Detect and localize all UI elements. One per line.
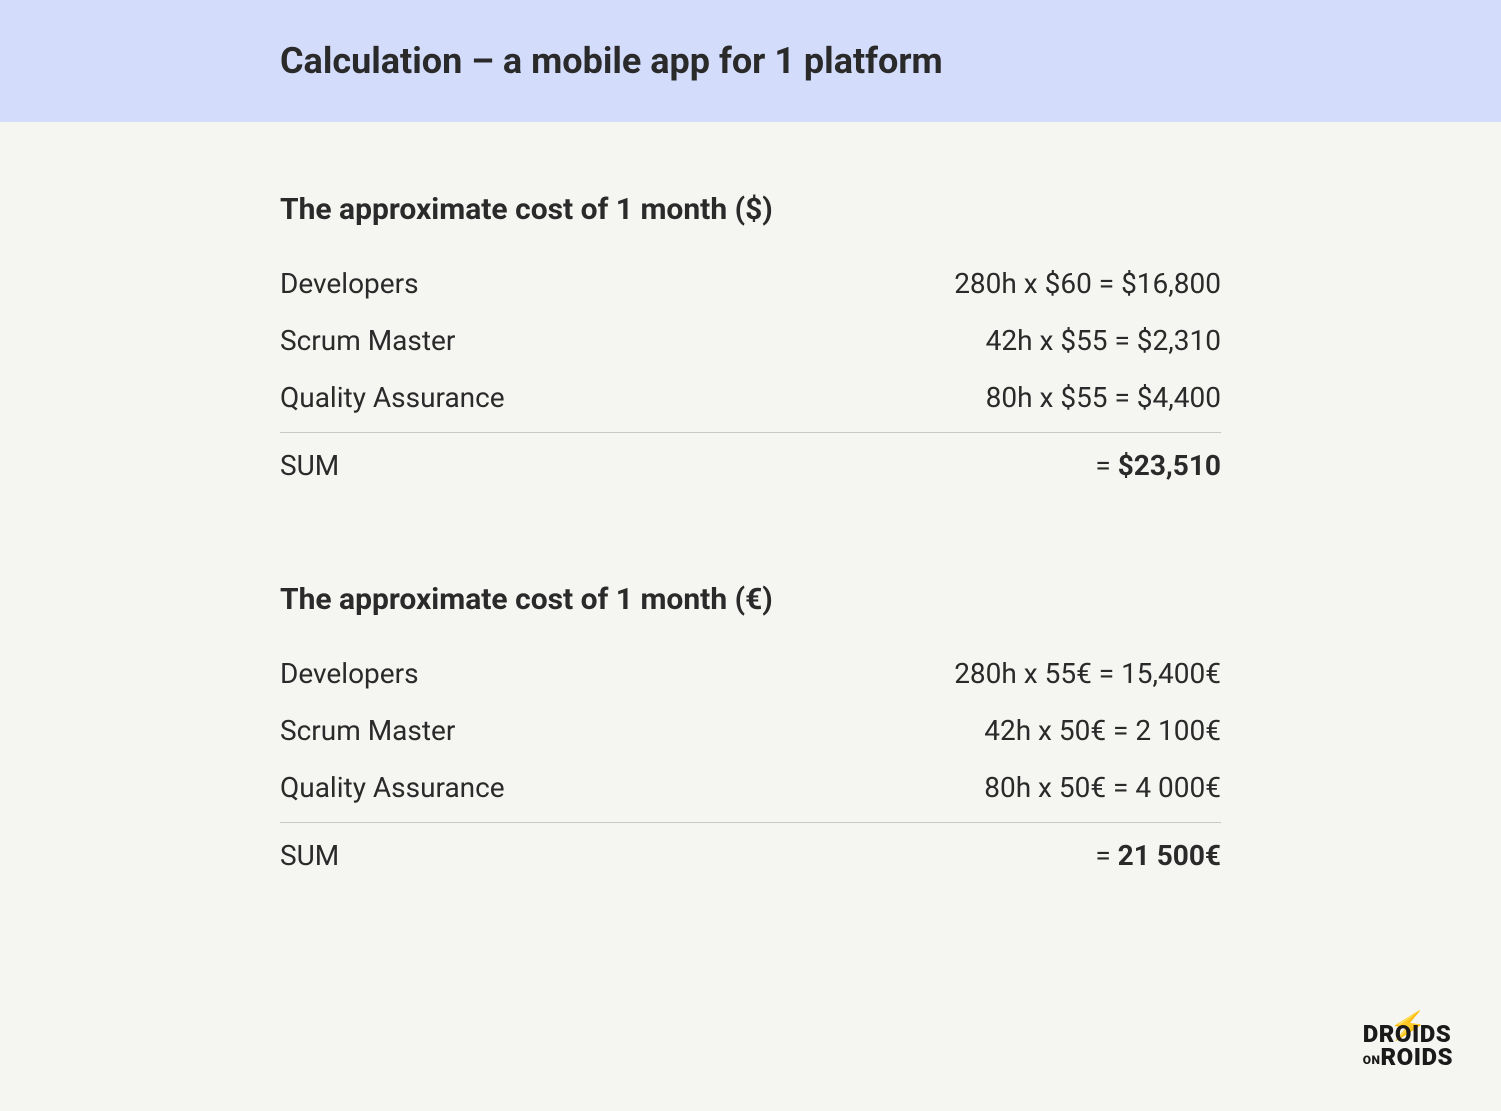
row-value: 80h x 50€ = 4 000€ <box>984 771 1221 804</box>
row-value: 280h x 55€ = 15,400€ <box>954 657 1221 690</box>
sum-row: SUM = $23,510 <box>280 435 1221 482</box>
cost-row: Quality Assurance 80h x $55 = $4,400 <box>280 369 1221 426</box>
cost-row: Developers 280h x 55€ = 15,400€ <box>280 645 1221 702</box>
row-label: Scrum Master <box>280 324 455 357</box>
row-label: Developers <box>280 267 419 300</box>
divider <box>280 432 1221 433</box>
row-value: 280h x $60 = $16,800 <box>954 267 1221 300</box>
section-title: The approximate cost of 1 month ($) <box>280 192 1221 227</box>
cost-row: Quality Assurance 80h x 50€ = 4 000€ <box>280 759 1221 816</box>
row-value: 42h x $55 = $2,310 <box>986 324 1221 357</box>
cost-section-eur: The approximate cost of 1 month (€) Deve… <box>280 582 1221 872</box>
row-value: 80h x $55 = $4,400 <box>986 381 1221 414</box>
sum-label: SUM <box>280 839 339 872</box>
header-banner: Calculation – a mobile app for 1 platfor… <box>0 0 1501 122</box>
cost-row: Scrum Master 42h x 50€ = 2 100€ <box>280 702 1221 759</box>
divider <box>280 822 1221 823</box>
row-label: Quality Assurance <box>280 771 505 804</box>
sum-row: SUM = 21 500€ <box>280 825 1221 872</box>
cost-section-usd: The approximate cost of 1 month ($) Deve… <box>280 192 1221 482</box>
brand-logo: ⚡ DROIDS ONROIDS <box>1363 1023 1453 1069</box>
page-title: Calculation – a mobile app for 1 platfor… <box>280 40 1501 82</box>
logo-on: ON <box>1363 1053 1381 1067</box>
cost-row: Developers 280h x $60 = $16,800 <box>280 255 1221 312</box>
row-label: Scrum Master <box>280 714 455 747</box>
sum-label: SUM <box>280 449 339 482</box>
row-label: Quality Assurance <box>280 381 505 414</box>
logo-line2: ROIDS <box>1380 1046 1453 1069</box>
sum-value: = 21 500€ <box>1095 839 1221 872</box>
sum-value: = $23,510 <box>1095 449 1221 482</box>
cost-row: Scrum Master 42h x $55 = $2,310 <box>280 312 1221 369</box>
row-value: 42h x 50€ = 2 100€ <box>984 714 1221 747</box>
content-area: The approximate cost of 1 month ($) Deve… <box>0 122 1501 872</box>
section-title: The approximate cost of 1 month (€) <box>280 582 1221 617</box>
row-label: Developers <box>280 657 419 690</box>
